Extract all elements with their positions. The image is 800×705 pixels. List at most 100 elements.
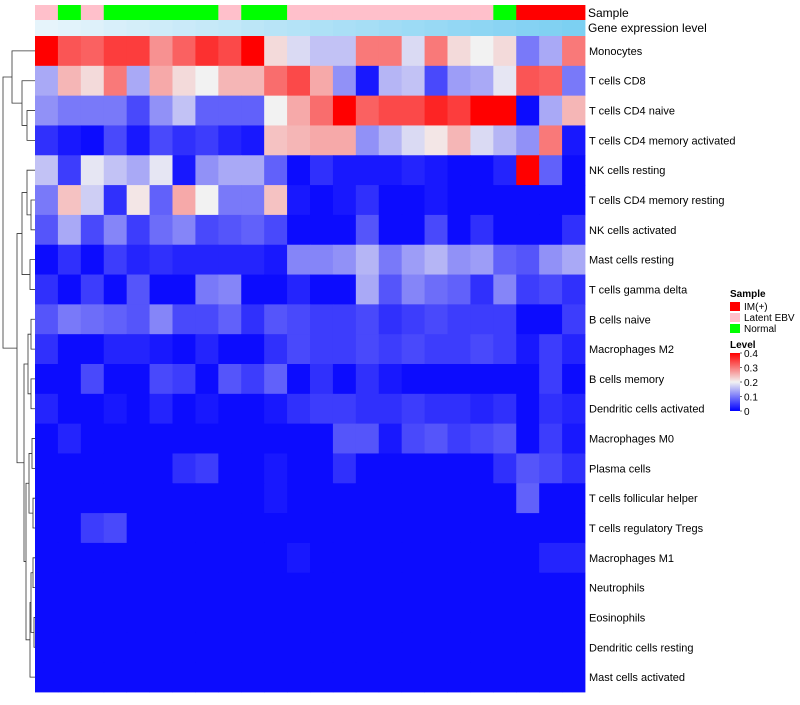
heatmap-cell: [195, 244, 219, 275]
heatmap-cell: [57, 453, 82, 484]
heatmap-cell: [35, 542, 59, 574]
row-label: Neutrophils: [589, 583, 645, 595]
heatmap-cell: [126, 602, 150, 633]
heatmap-cell: [493, 185, 517, 216]
heatmap-cell: [401, 632, 425, 663]
legend-level-ticks: 0.4 0.3 0.2 0.1 0: [740, 349, 758, 418]
heatmap-cell: [332, 244, 357, 275]
heatmap-cell: [378, 632, 403, 663]
heatmap-cell: [264, 542, 288, 574]
heatmap-cell: [264, 214, 288, 246]
heatmap-cell: [172, 214, 196, 246]
heatmap-cell: [287, 155, 311, 186]
row-label: Dendritic cells resting: [589, 642, 694, 654]
heatmap-cell: [378, 393, 403, 425]
heatmap-cell: [264, 602, 288, 633]
heatmap-cell: [195, 304, 219, 335]
heatmap-cell: [241, 513, 265, 544]
heatmap-cell: [241, 95, 265, 126]
heatmap-cell: [126, 483, 150, 514]
heatmap-cell: [126, 155, 150, 186]
heatmap-cell: [447, 632, 471, 663]
sample-annotation-cell: [80, 5, 105, 20]
legend-tick-label: 0.3: [744, 364, 758, 375]
heatmap-cell: [539, 274, 563, 305]
heatmap-cell: [447, 334, 471, 365]
dendrogram-branch: [32, 497, 35, 529]
heatmap-cell: [310, 483, 334, 514]
sample-annotation-cell: [355, 5, 380, 20]
legend-item-label: Latent EBV: [744, 313, 795, 324]
heatmap-cell: [287, 423, 311, 454]
heatmap-cell: [332, 453, 357, 484]
heatmap-cell: [172, 602, 196, 633]
heatmap-cell: [562, 632, 586, 663]
expression-annotation-cell: [241, 20, 265, 36]
heatmap-cell: [35, 185, 59, 216]
heatmap-cell: [355, 393, 380, 425]
heatmap-cell: [218, 334, 242, 365]
heatmap-cell: [126, 65, 150, 97]
heatmap-cell: [539, 393, 563, 425]
heatmap-cell: [103, 65, 128, 97]
heatmap-cell: [355, 662, 380, 693]
heatmap-cell: [149, 423, 173, 454]
heatmap-cell: [493, 65, 517, 97]
heatmap-cell: [195, 483, 219, 514]
heatmap-cell: [470, 572, 494, 603]
heatmap-cell: [310, 542, 334, 574]
heatmap-cell: [172, 334, 196, 365]
sample-track-label: Sample: [588, 6, 629, 20]
heatmap-cell: [287, 513, 311, 544]
heatmap-cell: [103, 244, 128, 275]
heatmap-cell: [287, 393, 311, 425]
heatmap-cell: [493, 572, 517, 603]
dendrogram-branch: [33, 617, 35, 648]
heatmap-cell: [80, 602, 105, 633]
heatmap-cell: [287, 125, 311, 156]
heatmap-cell: [539, 125, 563, 156]
heatmap-cell: [218, 36, 242, 67]
expression-annotation-cell: [378, 20, 403, 36]
heatmap-cell: [35, 393, 59, 425]
heatmap-cell: [378, 662, 403, 693]
heatmap-cell: [287, 244, 311, 275]
sample-annotation-cell: [172, 5, 196, 20]
heatmap-cell: [241, 65, 265, 97]
expression-annotation-cell: [149, 20, 173, 36]
heatmap-cell: [470, 393, 494, 425]
heatmap-cell: [424, 185, 448, 216]
heatmap-cell: [103, 125, 128, 156]
heatmap-cell: [378, 244, 403, 275]
heatmap-cell: [264, 36, 288, 67]
heatmap-cell: [424, 244, 448, 275]
heatmap-cell: [264, 185, 288, 216]
heatmap-cell: [264, 632, 288, 663]
heatmap-cell: [126, 572, 150, 603]
heatmap-cell: [401, 453, 425, 484]
heatmap-cell: [493, 95, 517, 126]
heatmap-cell: [470, 334, 494, 365]
heatmap-cell: [539, 304, 563, 335]
heatmap-cell: [103, 423, 128, 454]
legend-swatch: [730, 302, 740, 311]
heatmap-cell: [355, 36, 380, 67]
row-label: T cells follicular helper: [589, 493, 698, 505]
heatmap-cell: [172, 542, 196, 574]
heatmap-cell: [57, 662, 82, 693]
heatmap-cell: [539, 602, 563, 633]
heatmap-cell: [103, 274, 128, 305]
row-label: T cells gamma delta: [589, 284, 688, 296]
row-label: Macrophages M0: [589, 434, 674, 446]
expression-annotation-cell: [218, 20, 242, 36]
row-label: Monocytes: [589, 46, 643, 58]
heatmap-cell: [493, 36, 517, 67]
heatmap-cell: [310, 334, 334, 365]
heatmap-cell: [287, 572, 311, 603]
heatmap-cell: [447, 483, 471, 514]
heatmap-cell: [241, 155, 265, 186]
heatmap-cell: [401, 423, 425, 454]
heatmap-cell: [470, 304, 494, 335]
heatmap-cell: [424, 125, 448, 156]
heatmap-cell: [539, 632, 563, 663]
